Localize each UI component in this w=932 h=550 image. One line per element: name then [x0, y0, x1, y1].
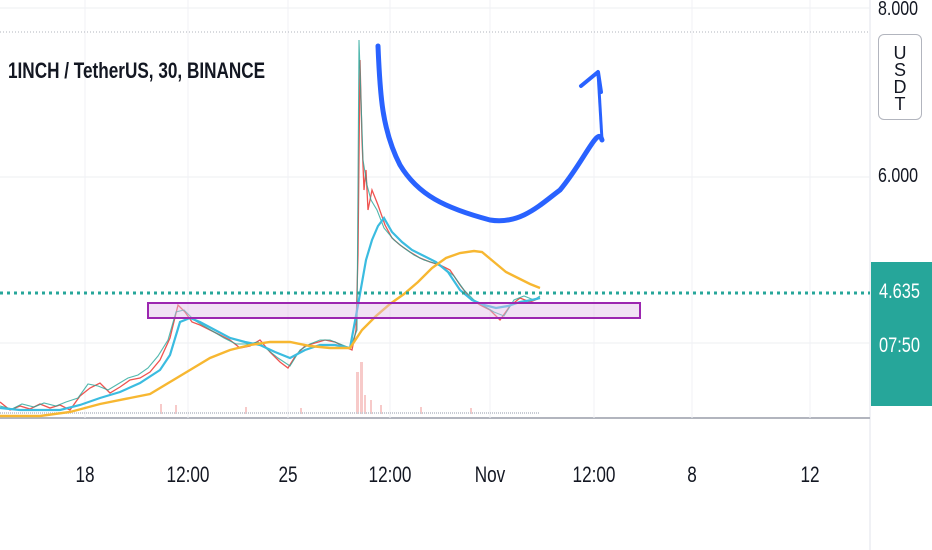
- cup-projection-arrow[interactable]: [375, 43, 605, 224]
- currency-label: USDT: [890, 43, 910, 111]
- volume-bars: [160, 362, 472, 414]
- arrow-shaft: [596, 71, 604, 141]
- vertical-grid: [84, 0, 811, 418]
- time-tick: 12: [800, 462, 820, 487]
- support-zone[interactable]: [147, 302, 641, 319]
- price-label-6: 6.000: [877, 165, 918, 187]
- horizontal-grid: [0, 7, 870, 344]
- time-tick: 12:00: [368, 462, 412, 487]
- time-tick: 25: [278, 462, 298, 487]
- time-tick: 12:00: [572, 462, 616, 487]
- time-tick: 18: [75, 462, 95, 487]
- current-price-badge: 4.635 07:50: [871, 262, 932, 406]
- current-price-value: 4.635: [879, 280, 920, 303]
- bar-countdown: 07:50: [879, 334, 920, 357]
- time-tick: Nov: [474, 462, 506, 487]
- ema-slow-line: [0, 249, 541, 418]
- time-tick: 8: [687, 462, 697, 487]
- time-tick: 12:00: [166, 462, 210, 487]
- currency-selector-button[interactable]: USDT: [878, 34, 922, 120]
- chart-title: 1INCH / TetherUS, 30, BINANCE: [8, 58, 266, 83]
- price-label-8: 8.000: [877, 0, 918, 20]
